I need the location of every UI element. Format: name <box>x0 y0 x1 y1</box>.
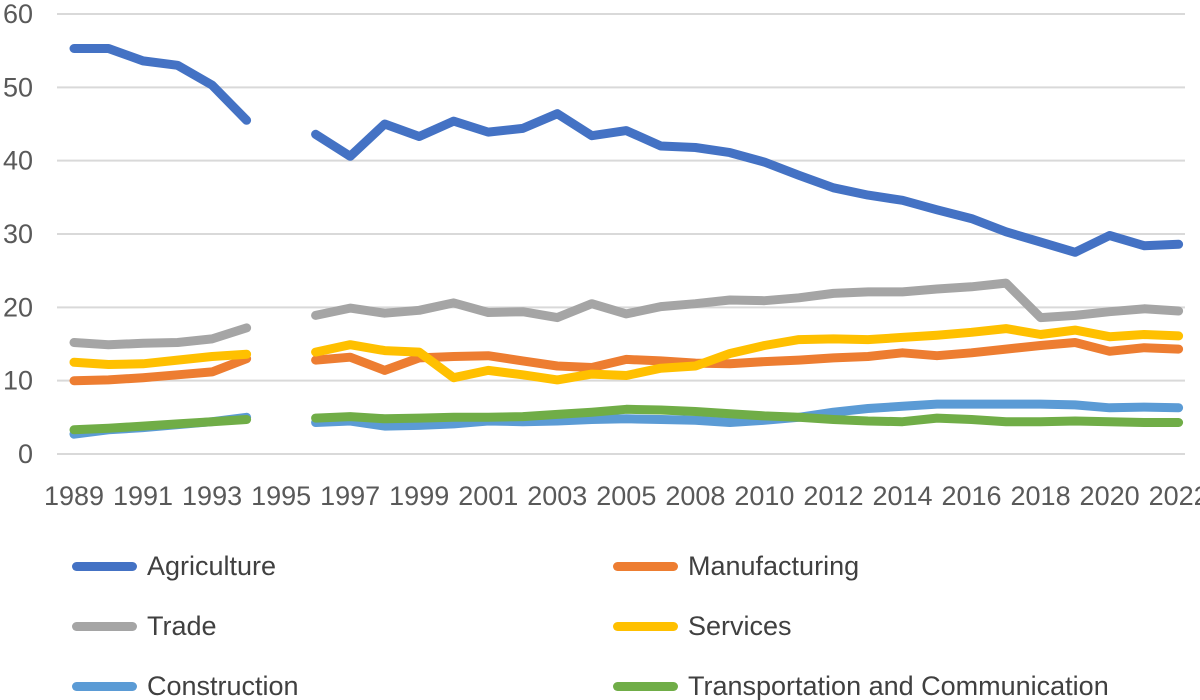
svg-text:2008: 2008 <box>665 481 725 511</box>
svg-text:60: 60 <box>3 0 33 29</box>
svg-text:2001: 2001 <box>458 481 518 511</box>
svg-text:2012: 2012 <box>803 481 863 511</box>
legend-label-agriculture: Agriculture <box>147 550 277 581</box>
svg-text:1993: 1993 <box>182 481 242 511</box>
legend-swatch-manufacturing <box>613 561 678 571</box>
svg-text:30: 30 <box>3 219 33 249</box>
svg-text:2022: 2022 <box>1149 481 1200 511</box>
legend-item-construction: Construction <box>72 656 613 700</box>
svg-text:20: 20 <box>3 292 33 322</box>
legend-label-trade: Trade <box>147 610 217 641</box>
svg-text:2003: 2003 <box>527 481 587 511</box>
legend-swatch-trade <box>72 621 137 631</box>
legend-label-transportation: Transportation and Communication <box>688 670 1109 700</box>
legend-swatch-transportation <box>613 681 678 691</box>
svg-text:2014: 2014 <box>872 481 932 511</box>
legend-item-transportation-and-communication: Transportation and Communication <box>613 656 1200 700</box>
legend-label-construction: Construction <box>147 670 299 700</box>
legend-item-manufacturing: Manufacturing <box>613 536 1200 596</box>
legend-item-trade: Trade <box>72 596 613 656</box>
legend-label-services: Services <box>688 610 792 641</box>
svg-text:1991: 1991 <box>113 481 173 511</box>
svg-text:1995: 1995 <box>251 481 311 511</box>
chart-legend: Agriculture Manufacturing Trade Services… <box>0 536 1200 700</box>
legend-item-services: Services <box>613 596 1200 656</box>
line-chart-plot-area: 0 10 20 30 40 50 60 1989 1991 1993 1995 1997 1999 200… <box>3 0 1200 511</box>
svg-text:2005: 2005 <box>596 481 656 511</box>
svg-text:40: 40 <box>3 146 33 176</box>
svg-text:2016: 2016 <box>941 481 1001 511</box>
legend-swatch-construction <box>72 681 137 691</box>
svg-text:2018: 2018 <box>1011 481 1071 511</box>
legend-label-manufacturing: Manufacturing <box>688 550 860 581</box>
svg-text:1989: 1989 <box>44 481 104 511</box>
svg-text:0: 0 <box>18 439 33 469</box>
svg-text:2010: 2010 <box>734 481 794 511</box>
legend-item-agriculture: Agriculture <box>72 536 613 596</box>
legend-swatch-agriculture <box>72 561 137 571</box>
legend-swatch-services <box>613 621 678 631</box>
svg-text:50: 50 <box>3 72 33 102</box>
svg-text:1999: 1999 <box>389 481 449 511</box>
svg-text:1997: 1997 <box>320 481 380 511</box>
svg-text:2020: 2020 <box>1080 481 1140 511</box>
svg-text:10: 10 <box>3 366 33 396</box>
